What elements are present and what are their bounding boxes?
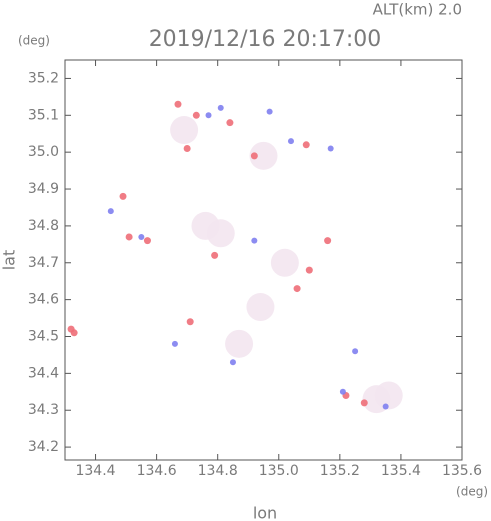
echo-point (183, 144, 191, 152)
echo-point (246, 293, 275, 322)
echo-point (251, 237, 258, 244)
echo-point (70, 329, 78, 337)
echo-point (250, 152, 258, 160)
altitude-label: ALT(km) 2.0 (373, 1, 462, 19)
echo-point (374, 381, 403, 410)
echo-point (327, 145, 334, 152)
y-tick-label: 34.4 (28, 365, 59, 381)
y-axis-label: lat (0, 250, 19, 271)
y-tick-label: 34.7 (28, 255, 59, 271)
echo-point (192, 111, 200, 119)
x-tick-label: 134.4 (75, 463, 115, 479)
echo-point (225, 329, 254, 358)
y-tick-label: 34.5 (28, 328, 59, 344)
echo-point (302, 141, 310, 149)
echo-point (249, 141, 278, 170)
y-unit: (deg) (18, 34, 50, 48)
echo-point (270, 248, 299, 277)
y-tick-label: 34.3 (28, 402, 59, 418)
echo-point (171, 340, 178, 347)
echo-point (226, 119, 234, 127)
echo-point (107, 208, 114, 215)
y-tick-label: 35.0 (28, 144, 59, 160)
echo-point (293, 285, 301, 293)
echo-point (382, 403, 389, 410)
echo-point (174, 100, 182, 108)
echo-point (119, 192, 127, 200)
echo-point (324, 237, 332, 245)
y-tick-label: 35.1 (28, 107, 59, 123)
echo-point (229, 359, 236, 366)
x-tick-label: 134.6 (137, 463, 177, 479)
echo-point (138, 233, 145, 240)
echo-point (211, 251, 219, 259)
y-tick-label: 34.2 (28, 439, 59, 455)
echo-point (266, 108, 273, 115)
echo-point (143, 237, 151, 245)
echo-point (305, 266, 313, 274)
x-axis-label: lon (253, 504, 277, 521)
echo-point (205, 112, 212, 119)
plot-frame (64, 59, 463, 461)
echo-point (339, 388, 346, 395)
y-tick-label: 35.2 (28, 70, 59, 86)
y-tick-label: 34.6 (28, 292, 59, 308)
chart-title: 2019/12/16 20:17:00 (149, 27, 382, 52)
x-tick-label: 135.4 (381, 463, 421, 479)
echo-point (186, 318, 194, 326)
echo-point (287, 138, 294, 145)
x-tick-label: 135.0 (259, 463, 299, 479)
y-tick-label: 34.9 (28, 181, 59, 197)
x-unit: (deg) (456, 485, 488, 499)
echo-point (170, 116, 199, 145)
y-tick-label: 34.8 (28, 218, 59, 234)
x-tick-label: 135.6 (442, 463, 482, 479)
x-tick-label: 135.2 (320, 463, 360, 479)
echo-point (217, 104, 224, 111)
x-tick-label: 134.8 (198, 463, 238, 479)
echo-point (191, 211, 220, 240)
echo-point (360, 399, 368, 407)
echo-point (125, 233, 133, 241)
echo-point (352, 348, 359, 355)
